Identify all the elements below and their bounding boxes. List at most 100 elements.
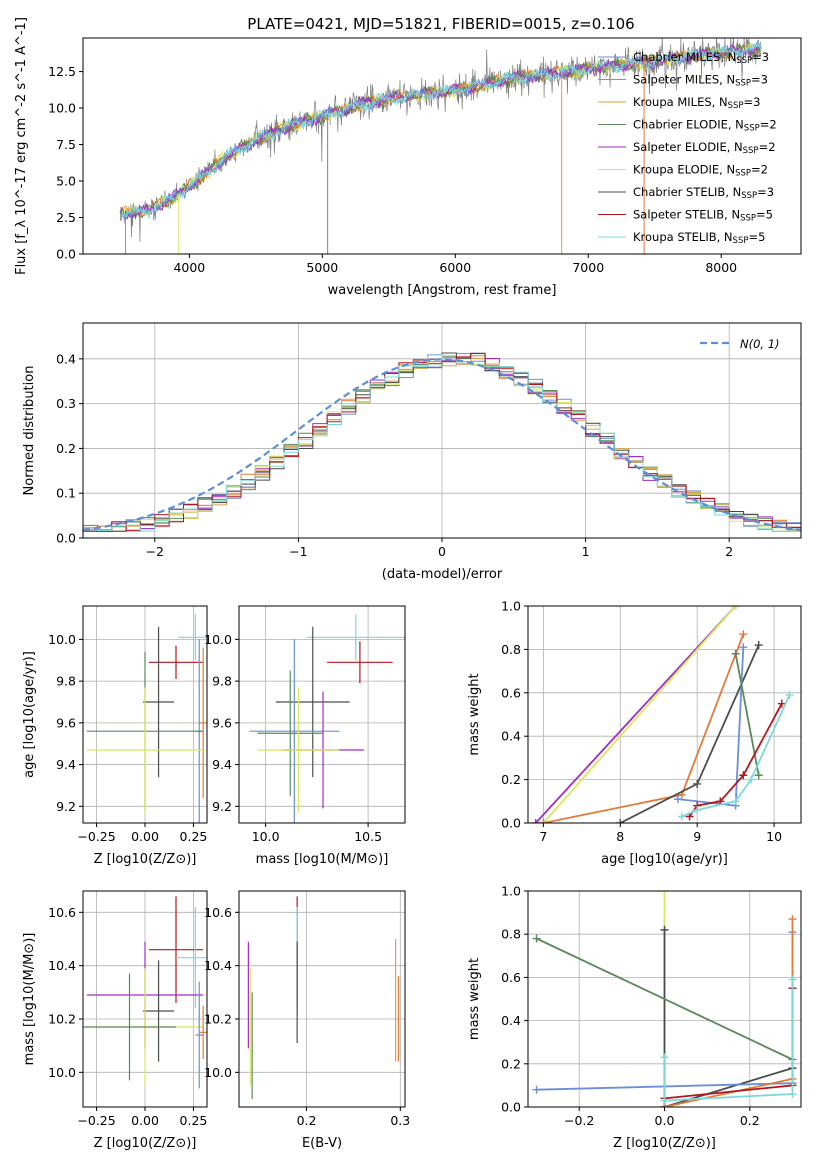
weight-line-salpeter-miles (664, 919, 794, 1107)
weight-marker (660, 1096, 669, 1105)
y-tick-label: 0.0 (501, 1100, 521, 1115)
model-spectrum-kroupa-stelib (120, 42, 762, 219)
x-axis-label: age [log10(age/yr)] (601, 852, 728, 867)
y-tick-label: 9.8 (212, 674, 232, 689)
y-tick-label: 0.6 (501, 970, 521, 985)
y-tick-label: 7.5 (56, 137, 76, 152)
x-axis-label: E(B-V) (302, 1136, 342, 1151)
x-tick-label: 8 (616, 829, 624, 844)
y-tick-label: 2.5 (56, 210, 76, 225)
y-axis-label: mass weight (467, 673, 482, 755)
x-tick-label: 8000 (705, 260, 737, 275)
axes-frame (82, 37, 802, 255)
x-tick-label: 1 (582, 544, 590, 559)
y-tick-label: 10.2 (48, 1012, 76, 1027)
y-tick-label: 12.5 (48, 64, 76, 79)
weight-line-salpeter-miles (543, 633, 745, 823)
y-axis-label: mass weight (467, 958, 482, 1040)
y-tick-label: 10.6 (204, 905, 232, 920)
x-tick-label: −2 (146, 544, 164, 559)
x-tick-label: 7 (539, 829, 547, 844)
y-axis-label: Normed distribution (22, 366, 37, 496)
y-tick-label: 0.8 (501, 927, 521, 942)
plot-area (247, 896, 400, 1099)
weight-marker (616, 819, 625, 823)
y-tick-label: 0.3 (56, 396, 76, 411)
residuals-panel: −2 −1 0 1 2 0.0 0.1 0.2 0.3 0.4 (data-model)/error… (22, 322, 802, 582)
axes-frame (527, 605, 802, 824)
y-tick-label: 10.0 (48, 101, 76, 116)
x-axis-label: (data-model)/error (382, 567, 503, 582)
weight-line-chabrier-miles (677, 647, 745, 807)
y-tick-label: 0.2 (501, 1056, 521, 1071)
legend-entry: Salpeter ELODIE, NSSP=2 (633, 140, 776, 156)
x-axis-label: Z [log10(Z/Z⊙)] (94, 1136, 197, 1151)
y-tick-label: 0.0 (56, 531, 76, 546)
weight-line-kroupa-stelib (663, 979, 794, 1102)
y-tick-label: 10.2 (204, 1012, 232, 1027)
y-tick-label: 9.2 (212, 799, 232, 814)
y-tick-label: 0.0 (501, 816, 521, 831)
y-tick-label: 9.8 (56, 674, 76, 689)
x-tick-label: 0.25 (180, 829, 208, 844)
weight-line-chabrier-stelib (663, 929, 793, 1107)
weight-line-kroupa-elodie (542, 606, 737, 823)
y-axis-label: mass [log10(M/M⊙)] (22, 933, 37, 1066)
y-tick-label: 10.0 (48, 632, 76, 647)
legend-entry: N(0, 1) (740, 337, 780, 351)
weight-marker (747, 775, 756, 784)
normal-curve (83, 358, 801, 532)
y-axis-label: Flux [f_λ 10^-17 erg cm^-2 s^-1 A^-1] (14, 17, 29, 275)
x-axis-label: Z [log10(Z/Z⊙)] (94, 852, 197, 867)
weight-vs-age-panel: 7 8 9 10 0.0 0.2 0.4 0.6 0.8 1.0 age [log10(age/yr… (467, 599, 802, 867)
weight-marker (739, 630, 748, 639)
plot-area (532, 891, 797, 1107)
y-tick-label: 5.0 (56, 174, 76, 189)
x-tick-label: 0.2 (740, 1113, 760, 1128)
weight-marker (754, 641, 763, 650)
weight-marker (532, 1085, 541, 1094)
y-tick-label: 10.4 (48, 958, 76, 973)
weight-vs-metallicity-panel: −0.2 0.0 0.2 0.0 0.2 0.4 0.6 0.8 1.0 Z [log10(Z/Z… (467, 884, 802, 1151)
age-vs-mass-panel: 10.0 10.5 9.2 9.4 9.6 9.8 10.0 mass [log10(M/M⊙… (204, 605, 406, 867)
legend-entry: Chabrier ELODIE, NSSP=2 (633, 118, 777, 134)
x-tick-label: 0.00 (131, 829, 159, 844)
weight-marker (739, 771, 748, 780)
x-tick-label: 10 (766, 829, 782, 844)
y-tick-label: 9.2 (56, 799, 76, 814)
weight-marker (739, 643, 748, 652)
model-spectrum-salpeter-elodie (119, 43, 762, 220)
legend-entry: Chabrier STELIB, NSSP=3 (633, 185, 774, 201)
legend-entry: Kroupa STELIB, NSSP=5 (633, 230, 765, 246)
weight-marker (731, 606, 740, 610)
y-tick-label: 1.0 (501, 884, 521, 899)
y-tick-label: 0.2 (56, 441, 76, 456)
x-tick-label: 0.00 (131, 1113, 159, 1128)
spectrum-panel: 4000 5000 6000 7000 8000 0.0 2.5 5.0 7.5 10.0 12.5… (14, 17, 802, 298)
weight-marker (731, 649, 740, 658)
axes-frame (238, 890, 406, 1108)
age-vs-metallicity-panel: −0.25 0.00 0.25 9.2 9.4 9.6 9.8 10.0 Z [log10(Z/… (22, 605, 208, 867)
x-tick-label: 2 (725, 544, 733, 559)
plot-area (249, 614, 405, 823)
plot-area (531, 606, 794, 823)
y-tick-label: 0.4 (501, 729, 521, 744)
y-tick-label: 10.6 (48, 905, 76, 920)
x-tick-label: −0.25 (77, 829, 115, 844)
plot-area (119, 38, 762, 254)
legend-entry: Kroupa ELODIE, NSSP=2 (633, 163, 768, 179)
legend-entry: Salpeter STELIB, NSSP=5 (633, 208, 773, 224)
weight-line-salpeter-stelib (664, 988, 794, 1100)
weight-marker (539, 819, 548, 823)
weight-marker (531, 819, 540, 823)
y-tick-label: 10.0 (204, 1065, 232, 1080)
weight-marker (788, 1090, 797, 1099)
weight-marker (660, 891, 669, 895)
y-tick-label: 10.0 (204, 632, 232, 647)
legend-entry: Salpeter MILES, NSSP=3 (633, 73, 768, 89)
y-tick-label: 0.1 (56, 486, 76, 501)
weight-marker (777, 699, 786, 708)
y-tick-label: 9.6 (56, 715, 76, 730)
weight-marker (677, 812, 686, 821)
